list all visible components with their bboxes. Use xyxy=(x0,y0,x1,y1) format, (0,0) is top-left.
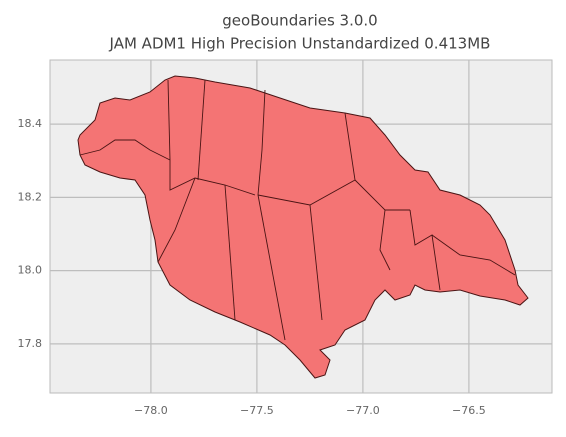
y-tick-label: 18.4 xyxy=(18,117,43,130)
admin-boundaries xyxy=(79,79,516,341)
x-tick-label: −77.0 xyxy=(346,404,380,417)
x-tick-label: −76.5 xyxy=(452,404,486,417)
chart-title: geoBoundaries 3.0.0 xyxy=(222,12,377,30)
x-tick-label: −77.5 xyxy=(240,404,274,417)
x-tick-label: −78.0 xyxy=(134,404,168,417)
island xyxy=(77,75,529,379)
y-tick-label: 18.2 xyxy=(18,190,43,203)
y-tick-label: 17.8 xyxy=(18,337,43,350)
chart-subtitle: JAM ADM1 High Precision Unstandardized 0… xyxy=(109,35,491,53)
y-tick-label: 18.0 xyxy=(18,264,43,277)
